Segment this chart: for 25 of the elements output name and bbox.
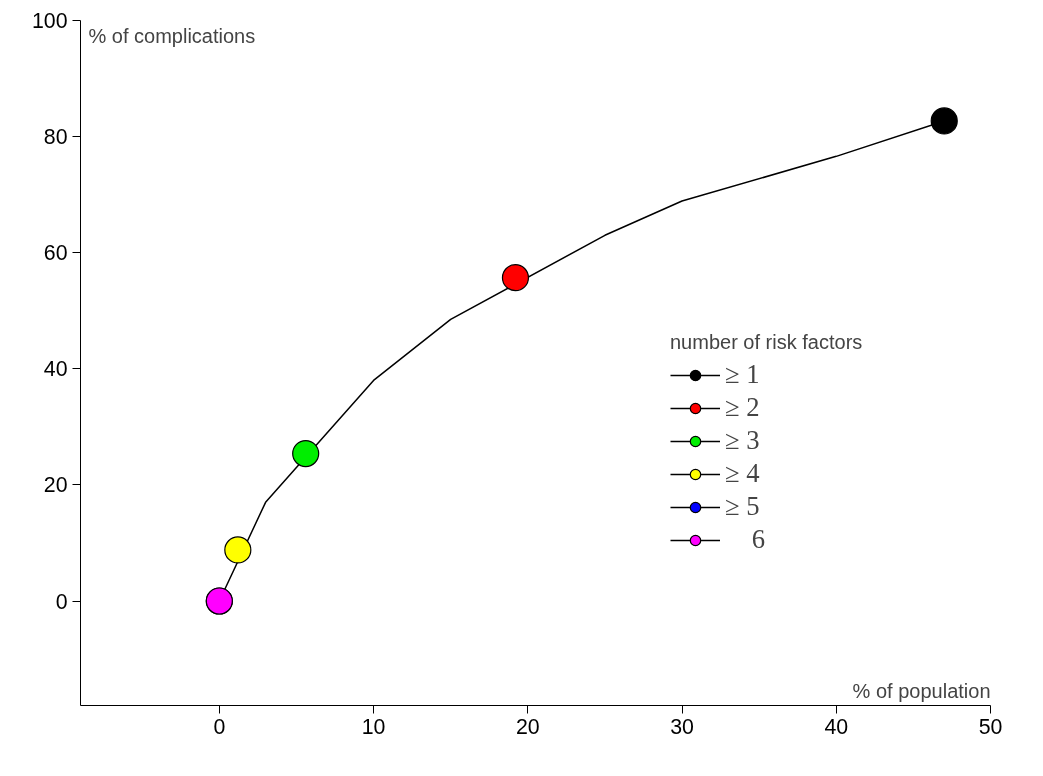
legend-label: ≥ 4	[725, 458, 760, 489]
legend-label: ≥ 2	[725, 392, 760, 423]
legend-label: ≥ 1	[725, 359, 760, 390]
x-tick-label: 20	[515, 714, 540, 739]
legend-label: ≥ 5	[725, 491, 760, 522]
y-tick-label: 20	[43, 473, 68, 498]
y-tick-label: 100	[31, 9, 68, 33]
legend-label: ≥ 3	[725, 425, 760, 456]
y-tick-label: 60	[43, 241, 68, 266]
x-axis-title: % of population	[852, 679, 991, 702]
x-tick-label: 40	[824, 714, 849, 739]
y-tick-label: 80	[43, 125, 68, 150]
y-tick-label: 0	[55, 589, 68, 614]
point	[292, 439, 320, 468]
x-tick-label: 10	[361, 714, 386, 739]
y-tick-label: 40	[43, 357, 68, 382]
x-tick-label: 50	[978, 714, 1003, 739]
point	[224, 536, 252, 564]
x-tick-label: 30	[670, 714, 695, 739]
legend-title: number of risk factors	[670, 331, 863, 354]
point	[930, 107, 958, 135]
legend-label: 6	[750, 524, 765, 555]
y-axis-title: % of complications	[88, 24, 256, 47]
x-tick-label: 0	[213, 714, 226, 739]
point	[501, 264, 530, 292]
